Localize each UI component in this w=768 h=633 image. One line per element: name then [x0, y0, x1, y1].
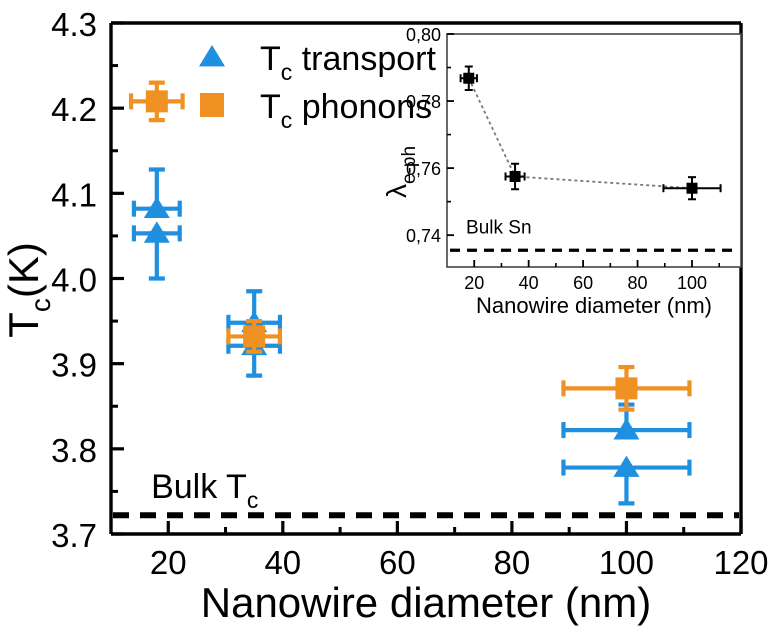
- svg-text:Tc(K): Tc(K): [0, 242, 56, 338]
- inset-x-tick-label: 40: [519, 273, 539, 293]
- triangle-marker: [613, 455, 640, 477]
- inset-x-tick-label: 20: [464, 273, 484, 293]
- square-marker: [243, 325, 266, 348]
- x-tick-label: 80: [494, 544, 531, 581]
- x-tick-label: 120: [713, 544, 768, 581]
- y-tick-label: 4.3: [51, 6, 97, 43]
- y-tick-label: 3.7: [51, 517, 97, 554]
- y-axis-title: Tc(K): [0, 242, 56, 338]
- inset-y-tick-label: 0,76: [406, 159, 441, 179]
- y-tick-label: 4.2: [51, 91, 97, 128]
- x-tick-label: 40: [264, 544, 301, 581]
- inset-x-tick-label: 100: [677, 273, 707, 293]
- inset-data-point: [504, 162, 526, 191]
- data-point: [561, 402, 692, 440]
- y-tick-label: 4.1: [51, 176, 97, 213]
- main-axis-ticks: 3.7 3.8 3.9 4.0 4.1 4.2 4.3 20 40 60 80 100 120: [51, 6, 768, 581]
- y-tick-label: 3.9: [51, 347, 97, 384]
- svg-text:λe-ph: λe-ph: [381, 146, 420, 198]
- data-point: [561, 455, 692, 506]
- x-tick-label: 60: [379, 544, 416, 581]
- legend-item[interactable]: Tc transport: [199, 40, 436, 85]
- square-marker: [463, 72, 475, 84]
- data-point: [128, 80, 185, 123]
- inset-x-tick-label: 80: [628, 273, 648, 293]
- data-point: [226, 318, 283, 354]
- x-axis-title: Nanowire diameter (nm): [201, 579, 651, 626]
- legend-label: Tc transport: [260, 40, 436, 85]
- inset-y-tick-label: 0,80: [406, 25, 441, 45]
- square-marker: [200, 93, 224, 117]
- inset-y-tick-label: 0,74: [406, 226, 441, 246]
- svg-text:Bulk Tc: Bulk Tc: [151, 468, 258, 513]
- bulk-sn-label: Bulk Sn: [466, 217, 531, 238]
- square-marker: [509, 170, 521, 182]
- bulk-tc-label: Bulk Tc: [151, 468, 258, 513]
- inset-y-axis-title: λe-ph: [381, 146, 420, 198]
- data-point: [131, 221, 182, 281]
- inset-data-point: [459, 65, 478, 91]
- data-point: [561, 364, 692, 412]
- y-tick-label: 4.0: [51, 262, 97, 299]
- triangle-marker: [199, 45, 225, 67]
- square-marker: [615, 377, 638, 400]
- square-marker: [686, 182, 698, 194]
- inset-x-tick-label: 60: [573, 273, 593, 293]
- inset-x-axis-title: Nanowire diameter (nm): [476, 293, 712, 318]
- square-marker: [145, 90, 168, 113]
- inset-y-tick-label: 0,78: [406, 92, 441, 112]
- inset-data-point: [662, 176, 722, 201]
- y-tick-label: 3.8: [51, 432, 97, 469]
- data-point: [131, 167, 182, 219]
- x-tick-label: 20: [150, 544, 187, 581]
- triangle-marker: [613, 418, 640, 440]
- series-tc-phonons: [128, 80, 692, 412]
- inset-chart: 0,74 0,76 0,78 0,80 20 40 60 80 100 Bulk Sn Nanowi…: [381, 25, 742, 318]
- triangle-marker: [143, 196, 170, 219]
- legend-item[interactable]: Tc phonons: [200, 88, 432, 133]
- triangle-marker: [143, 221, 170, 243]
- x-tick-label: 100: [599, 544, 654, 581]
